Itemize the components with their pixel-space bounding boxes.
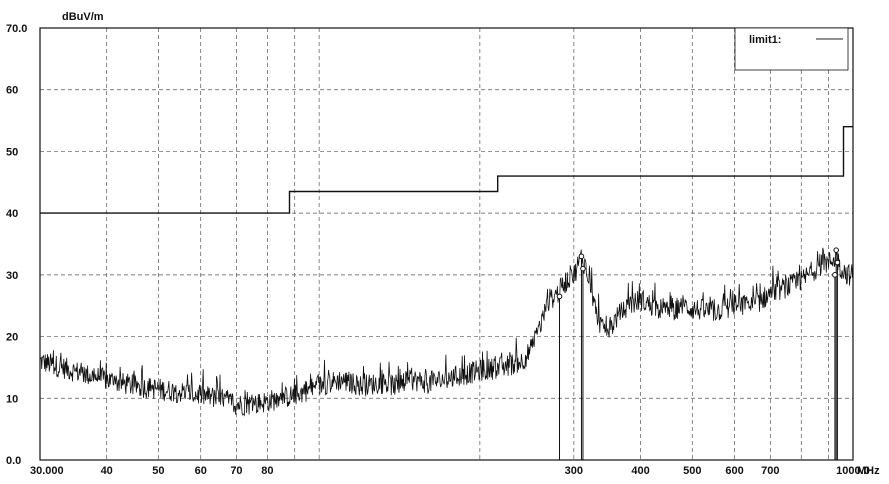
x-tick-label: 60 — [195, 465, 207, 477]
x-tick-label: 50 — [152, 465, 164, 477]
marker-4 — [833, 247, 839, 253]
legend-box — [734, 27, 849, 71]
measurement-trace — [39, 247, 854, 417]
x-tick-label: 400 — [631, 465, 649, 477]
x-tick-label: 300 — [565, 465, 583, 477]
marker-5 — [834, 259, 841, 266]
x-tick-label: 80 — [261, 465, 273, 477]
legend: limit1: — [734, 27, 849, 71]
y-tick-label: 10 — [6, 393, 18, 405]
y-tick-label: 50 — [6, 146, 18, 158]
series-layer — [39, 247, 854, 417]
marker-1 — [556, 293, 563, 300]
y-tick-label: 30 — [6, 270, 18, 282]
x-tick-label: 1000.0 — [836, 465, 870, 477]
plot-frame — [39, 27, 854, 461]
x-tick-label: 500 — [683, 465, 701, 477]
x-tick-label: 70 — [230, 465, 242, 477]
marker-3 — [580, 265, 586, 272]
x-tick-label: 700 — [761, 465, 779, 477]
x-tick-label: 600 — [725, 465, 743, 477]
y-tick-label: 20 — [6, 332, 18, 344]
y-tick-label: 0.0 — [6, 455, 21, 467]
x-tick-label: 30.000 — [30, 465, 64, 477]
x-unit-label: MHz — [857, 465, 880, 477]
x-tick-label: 40 — [101, 465, 113, 477]
limit-layer — [40, 126, 853, 214]
y-unit-label: dBuV/m — [62, 11, 104, 23]
legend-entry-limit1: limit1: — [749, 34, 781, 46]
limit-line — [40, 126, 853, 214]
marker-layer — [556, 247, 841, 460]
marker-6 — [832, 272, 838, 278]
y-tick-label: 60 — [6, 85, 18, 97]
marker-2 — [578, 253, 585, 260]
y-tick-label: 40 — [6, 208, 18, 220]
y-tick-label: 70.0 — [6, 23, 27, 35]
axis-labels: 0.0 10 20 30 40 50 60 70.0 30.000 40 50 60 70 80 300 40… — [6, 23, 870, 477]
